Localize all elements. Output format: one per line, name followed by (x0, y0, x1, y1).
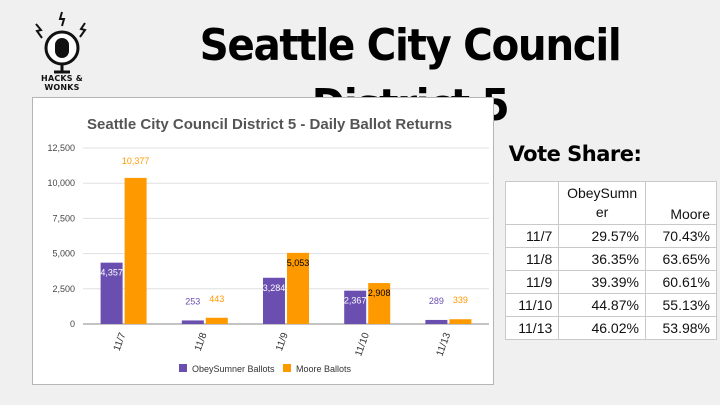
x-tick-label: 11/9 (274, 331, 291, 353)
vote-share-title: Vote Share: (508, 142, 642, 166)
data-label: 339 (453, 295, 468, 305)
bar (344, 290, 367, 324)
bar (181, 320, 204, 324)
bar (124, 177, 147, 324)
y-tick-label: 12,500 (47, 143, 75, 153)
row-moore-share: 63.65% (644, 247, 718, 271)
y-tick-label: 7,500 (52, 213, 75, 223)
row-obeysumner-share: 39.39% (558, 270, 646, 294)
x-tick-label: 11/7 (112, 331, 129, 353)
table-row: 11/7 29.57% 70.43% (504, 224, 718, 248)
y-tick-label: 0 (70, 319, 75, 329)
chart-title: Seattle City Council District 5 - Daily … (87, 116, 452, 133)
x-tick-label: 11/8 (193, 331, 210, 353)
row-obeysumner-share: 29.57% (558, 224, 646, 248)
legend-label: ObeySumner Ballots (192, 364, 275, 374)
row-date: 11/13 (504, 316, 560, 340)
table-row: 11/9 39.39% 60.61% (504, 270, 718, 294)
bar (100, 262, 123, 324)
ballot-returns-chart: Seattle City Council District 5 - Daily … (47, 116, 489, 374)
row-obeysumner-share: 44.87% (558, 293, 646, 317)
row-moore-share: 70.43% (644, 224, 718, 248)
chart-card: Seattle City Council District 5 - Daily … (32, 97, 494, 385)
data-label: 443 (209, 294, 224, 304)
x-tick-label: 11/13 (435, 331, 454, 358)
row-obeysumner-share: 36.35% (558, 247, 646, 271)
header-moore: Moore (644, 181, 718, 225)
row-moore-share: 55.13% (644, 293, 718, 317)
logo-text: HACKS & WONKS (41, 74, 83, 92)
legend-label: Moore Ballots (296, 364, 352, 374)
legend-swatch (283, 364, 291, 372)
bar (263, 277, 285, 324)
table-row: 11/13 46.02% 53.98% (504, 316, 718, 340)
header-obeysumner: ObeySumner (558, 181, 646, 225)
row-moore-share: 60.61% (644, 270, 718, 294)
hacks-and-wonks-logo: HACKS & WONKS (22, 10, 102, 92)
legend-swatch (179, 364, 187, 372)
row-moore-share: 53.98% (644, 316, 718, 340)
data-label: 253 (185, 296, 200, 306)
microphone-icon (35, 11, 87, 74)
x-tick-label: 11/10 (353, 331, 372, 358)
row-date: 11/8 (504, 247, 560, 271)
table-row: 11/8 36.35% 63.65% (504, 247, 718, 271)
bar (287, 252, 309, 324)
data-label: 289 (429, 296, 444, 306)
data-label: 5,053 (287, 258, 310, 268)
y-tick-label: 5,000 (52, 249, 75, 259)
page-title: Seattle City Council District 5 (199, 20, 622, 131)
row-date: 11/7 (504, 224, 560, 248)
bar (449, 319, 472, 324)
table-row: 11/10 44.87% 55.13% (504, 293, 718, 317)
y-tick-label: 2,500 (52, 284, 75, 294)
vote-share-table: ObeySumner Moore 11/7 29.57% 70.43% 11/8… (504, 181, 718, 340)
row-date: 11/9 (504, 270, 560, 294)
bar (205, 317, 228, 324)
bar (425, 319, 448, 324)
bar (368, 283, 391, 324)
data-label: 3,284 (263, 283, 286, 293)
header-blank (504, 181, 560, 225)
data-label: 2,367 (344, 296, 367, 306)
y-tick-label: 10,000 (47, 178, 75, 188)
vote-share-header-row: ObeySumner Moore (504, 181, 718, 225)
data-label: 10,377 (122, 156, 150, 166)
row-obeysumner-share: 46.02% (558, 316, 646, 340)
data-label: 4,357 (100, 268, 123, 278)
row-date: 11/10 (504, 293, 560, 317)
data-label: 2,908 (368, 288, 391, 298)
